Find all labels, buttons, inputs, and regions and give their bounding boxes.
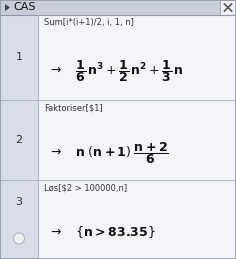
Bar	[0, 180, 38, 259]
Text: $\rightarrow\quad\dfrac{\mathbf{1}}{\mathbf{6}}\,\mathbf{n^3}+\dfrac{\mathbf{1}}: $\rightarrow\quad\dfrac{\mathbf{1}}{\mat…	[48, 58, 184, 84]
Bar	[0, 100, 38, 180]
Bar	[0, 15, 236, 100]
Bar	[220, 0, 236, 15]
Circle shape	[13, 233, 25, 244]
Text: 2: 2	[15, 135, 23, 145]
Text: 3: 3	[16, 197, 22, 207]
Bar	[0, 100, 236, 180]
Text: Løs[$2 > 100000,n]: Løs[$2 > 100000,n]	[44, 183, 127, 192]
Text: 1: 1	[16, 53, 22, 62]
Bar	[0, 180, 236, 259]
Bar	[0, 0, 236, 15]
Text: $\rightarrow\quad\{\mathbf{n > 83.35}\}$: $\rightarrow\quad\{\mathbf{n > 83.35}\}$	[48, 224, 156, 240]
Polygon shape	[5, 4, 10, 11]
Text: $\rightarrow\quad\mathbf{n}\;(\mathbf{n+1})\;\dfrac{\mathbf{n+2}}{\mathbf{6}}$: $\rightarrow\quad\mathbf{n}\;(\mathbf{n+…	[48, 140, 169, 166]
Text: Sum[i*(i+1)/2, i, 1, n]: Sum[i*(i+1)/2, i, 1, n]	[44, 18, 134, 27]
Text: Faktoriser[$1]: Faktoriser[$1]	[44, 104, 103, 112]
Text: CAS: CAS	[13, 3, 35, 12]
Bar	[0, 15, 38, 100]
